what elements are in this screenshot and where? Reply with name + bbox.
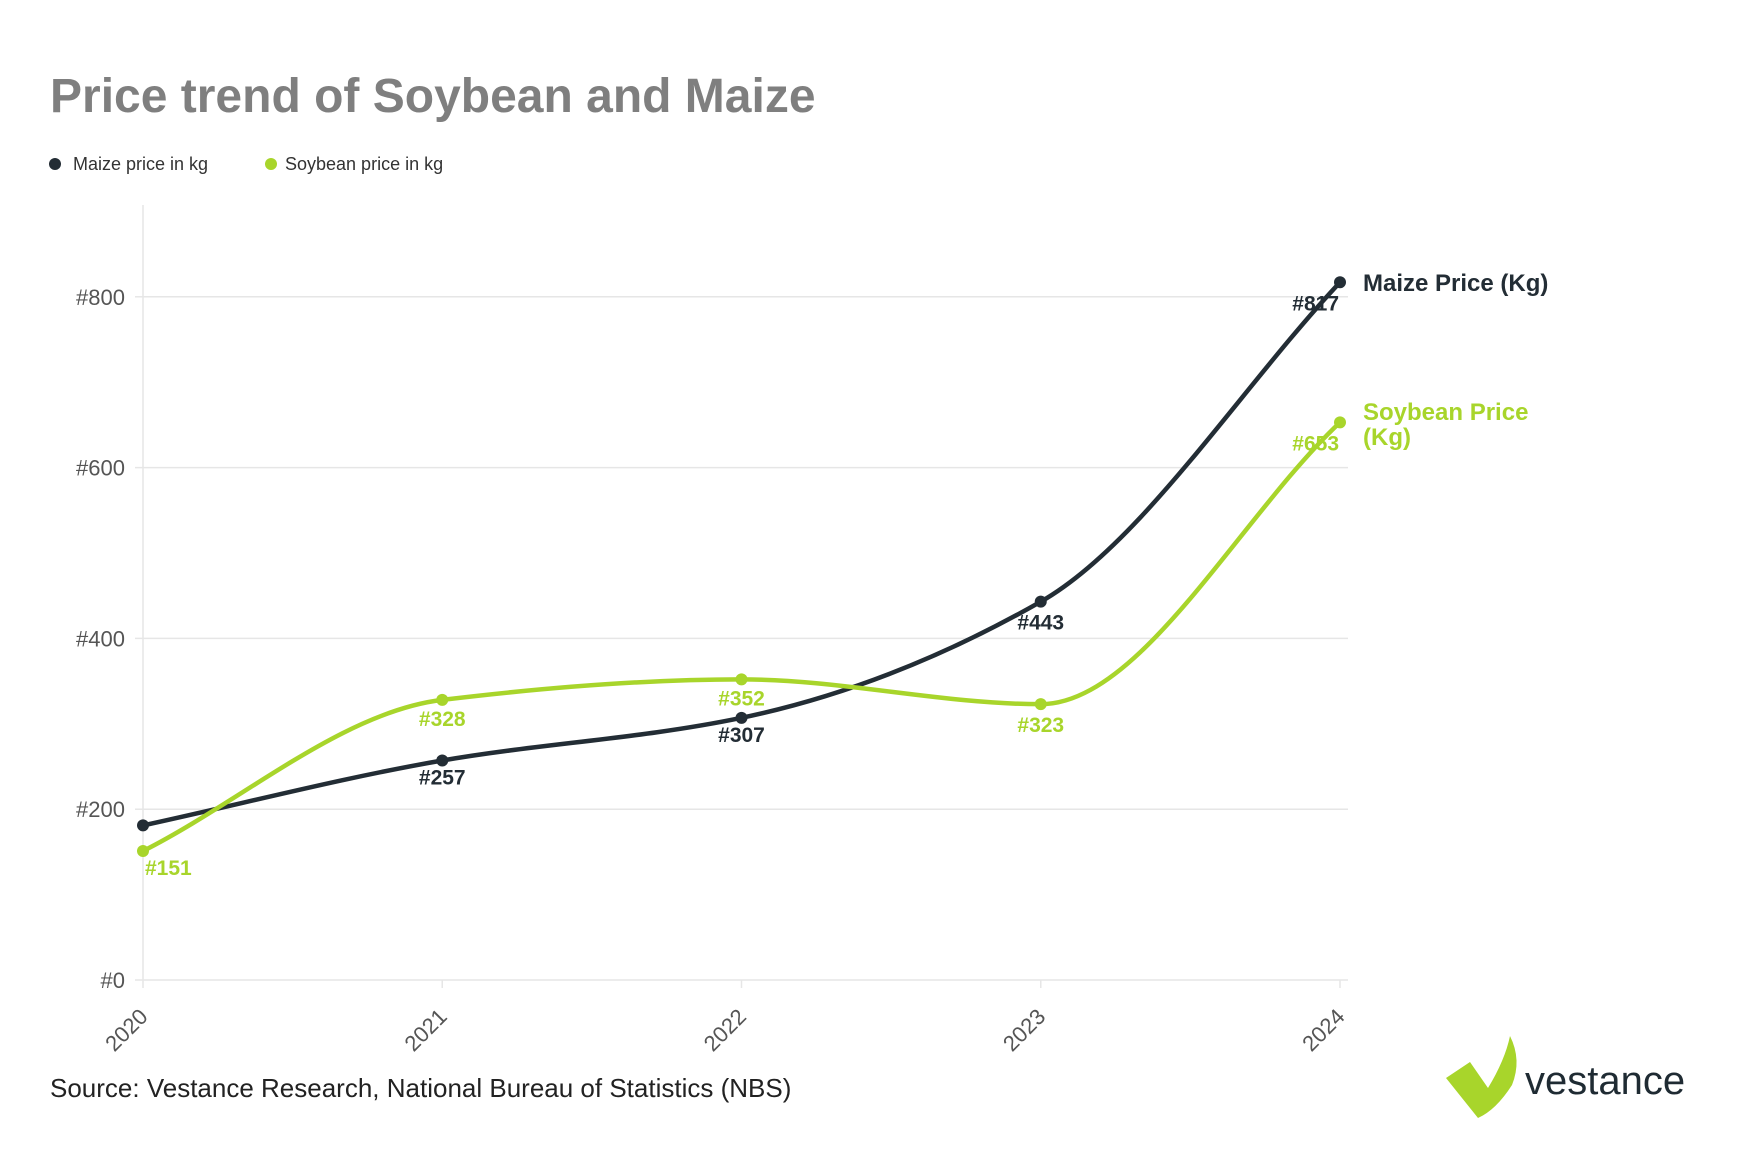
y-axis-ticks: #0 #200 #400 #600 #800 [76, 285, 143, 993]
series-line-soybean [140, 420, 1343, 854]
brand-name: vestance [1525, 1059, 1685, 1103]
y-tick-label: #600 [76, 456, 125, 481]
x-axis-ticks: 2020 2021 2022 2023 2024 [100, 980, 1350, 1056]
x-tick-label: 2022 [699, 1004, 751, 1056]
legend-label-maize: Maize price in kg [73, 154, 208, 174]
x-tick-label: 2020 [100, 1004, 152, 1056]
data-label-soybean: #653 [1292, 432, 1339, 455]
legend-marker-maize [49, 158, 61, 170]
data-point-maize[interactable] [1034, 595, 1047, 608]
x-tick-label: 2024 [1297, 1004, 1349, 1056]
legend-marker-soybean [265, 158, 277, 170]
data-label-soybean: #323 [1017, 714, 1064, 737]
chart-title: Price trend of Soybean and Maize [50, 70, 816, 123]
series-layer [137, 276, 1346, 858]
y-tick-label: #0 [101, 968, 125, 993]
data-point-maize[interactable] [1334, 276, 1346, 289]
x-tick-label: 2023 [998, 1004, 1050, 1056]
data-label-maize: #307 [718, 724, 765, 747]
y-tick-label: #800 [76, 285, 125, 310]
data-label-soybean: #151 [145, 857, 192, 880]
series-line-maize [140, 280, 1343, 828]
data-point-soybean[interactable] [1034, 698, 1047, 711]
data-point-maize[interactable] [735, 711, 748, 724]
legend-item-soybean[interactable]: Soybean price in kg [265, 154, 443, 174]
brand-logo: vestance [1446, 1036, 1685, 1118]
end-label-soybean: Soybean Price (Kg) [1363, 399, 1528, 451]
data-point-soybean[interactable] [137, 845, 149, 858]
source-note: Source: Vestance Research, National Bure… [50, 1073, 791, 1103]
y-tick-label: #200 [76, 797, 125, 822]
data-labels: #257 #307 #443 #817 #151 #328 #352 #323 #653 [145, 292, 1339, 880]
grid-lines [143, 296, 1348, 981]
x-tick-label: 2021 [399, 1004, 451, 1056]
legend-label-soybean: Soybean price in kg [285, 154, 443, 174]
y-tick-label: #400 [76, 626, 125, 651]
legend-item-maize[interactable]: Maize price in kg [49, 154, 208, 174]
end-label-maize: Maize Price (Kg) [1363, 270, 1548, 297]
data-point-soybean[interactable] [1334, 416, 1346, 429]
data-label-maize: #817 [1292, 292, 1339, 315]
data-point-maize[interactable] [137, 819, 149, 832]
data-label-maize: #443 [1017, 612, 1064, 635]
data-label-maize: #257 [419, 767, 466, 790]
data-label-soybean: #328 [419, 708, 466, 731]
data-label-soybean: #352 [718, 687, 765, 710]
legend: Maize price in kg Soybean price in kg [49, 154, 443, 174]
data-point-soybean[interactable] [436, 693, 449, 706]
check-mark-icon [1446, 1036, 1517, 1118]
data-point-soybean[interactable] [735, 673, 748, 686]
data-point-maize[interactable] [436, 754, 449, 767]
